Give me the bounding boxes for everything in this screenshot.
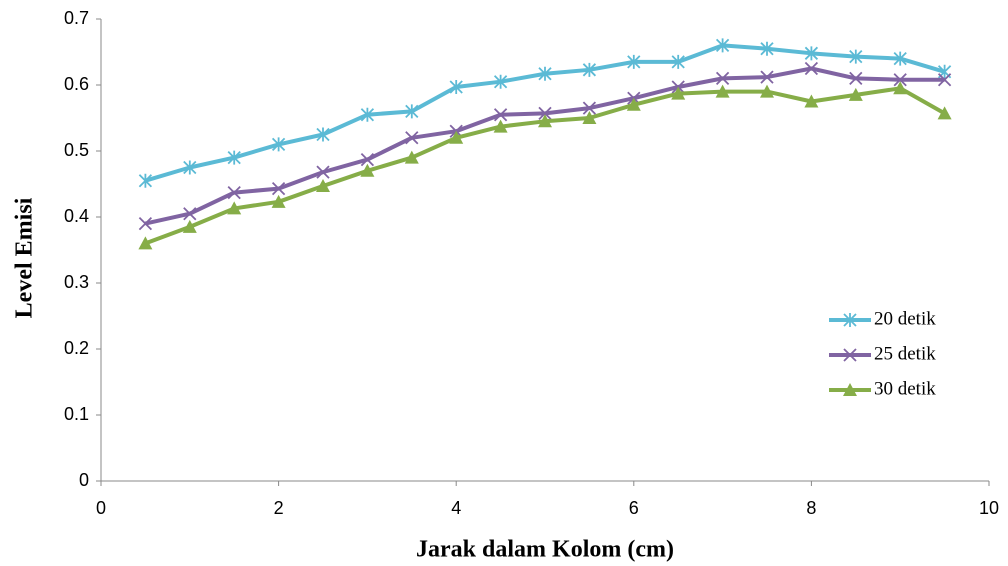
chart: Jarak dalam Kolom (cm) Level Emisi 0 0.1 0… bbox=[0, 0, 1008, 566]
x-tick-label: 8 bbox=[806, 498, 816, 518]
legend-label: 30 detik bbox=[874, 378, 936, 399]
x-tick-label: 2 bbox=[274, 498, 284, 518]
y-tick-label: 0.4 bbox=[64, 206, 89, 226]
x-tick-label: 6 bbox=[629, 498, 639, 518]
legend-label: 20 detik bbox=[874, 308, 936, 329]
legend-item: 25 detik bbox=[829, 343, 936, 364]
y-tick-label: 0.5 bbox=[64, 140, 89, 160]
y-axis-title: Level Emisi bbox=[12, 197, 38, 318]
x-tick-label: 10 bbox=[979, 498, 999, 518]
x-axis-title: Jarak dalam Kolom (cm) bbox=[416, 537, 674, 563]
y-tick-label: 0.7 bbox=[64, 8, 89, 28]
y-tick-label: 0.1 bbox=[64, 404, 89, 424]
series-line bbox=[145, 69, 944, 224]
legend-item: 30 detik bbox=[829, 378, 936, 399]
page: Jarak dalam Kolom (cm) Level Emisi 0 0.1 0… bbox=[0, 0, 1008, 566]
x-tick-label: 0 bbox=[96, 498, 106, 518]
legend-item: 20 detik bbox=[829, 308, 936, 329]
y-tick-label: 0.6 bbox=[64, 74, 89, 94]
y-tick-label: 0 bbox=[79, 470, 89, 490]
y-tick-label: 0.3 bbox=[64, 272, 89, 292]
x-tick-label: 4 bbox=[451, 498, 461, 518]
legend-label: 25 detik bbox=[874, 343, 936, 364]
y-tick-label: 0.2 bbox=[64, 338, 89, 358]
